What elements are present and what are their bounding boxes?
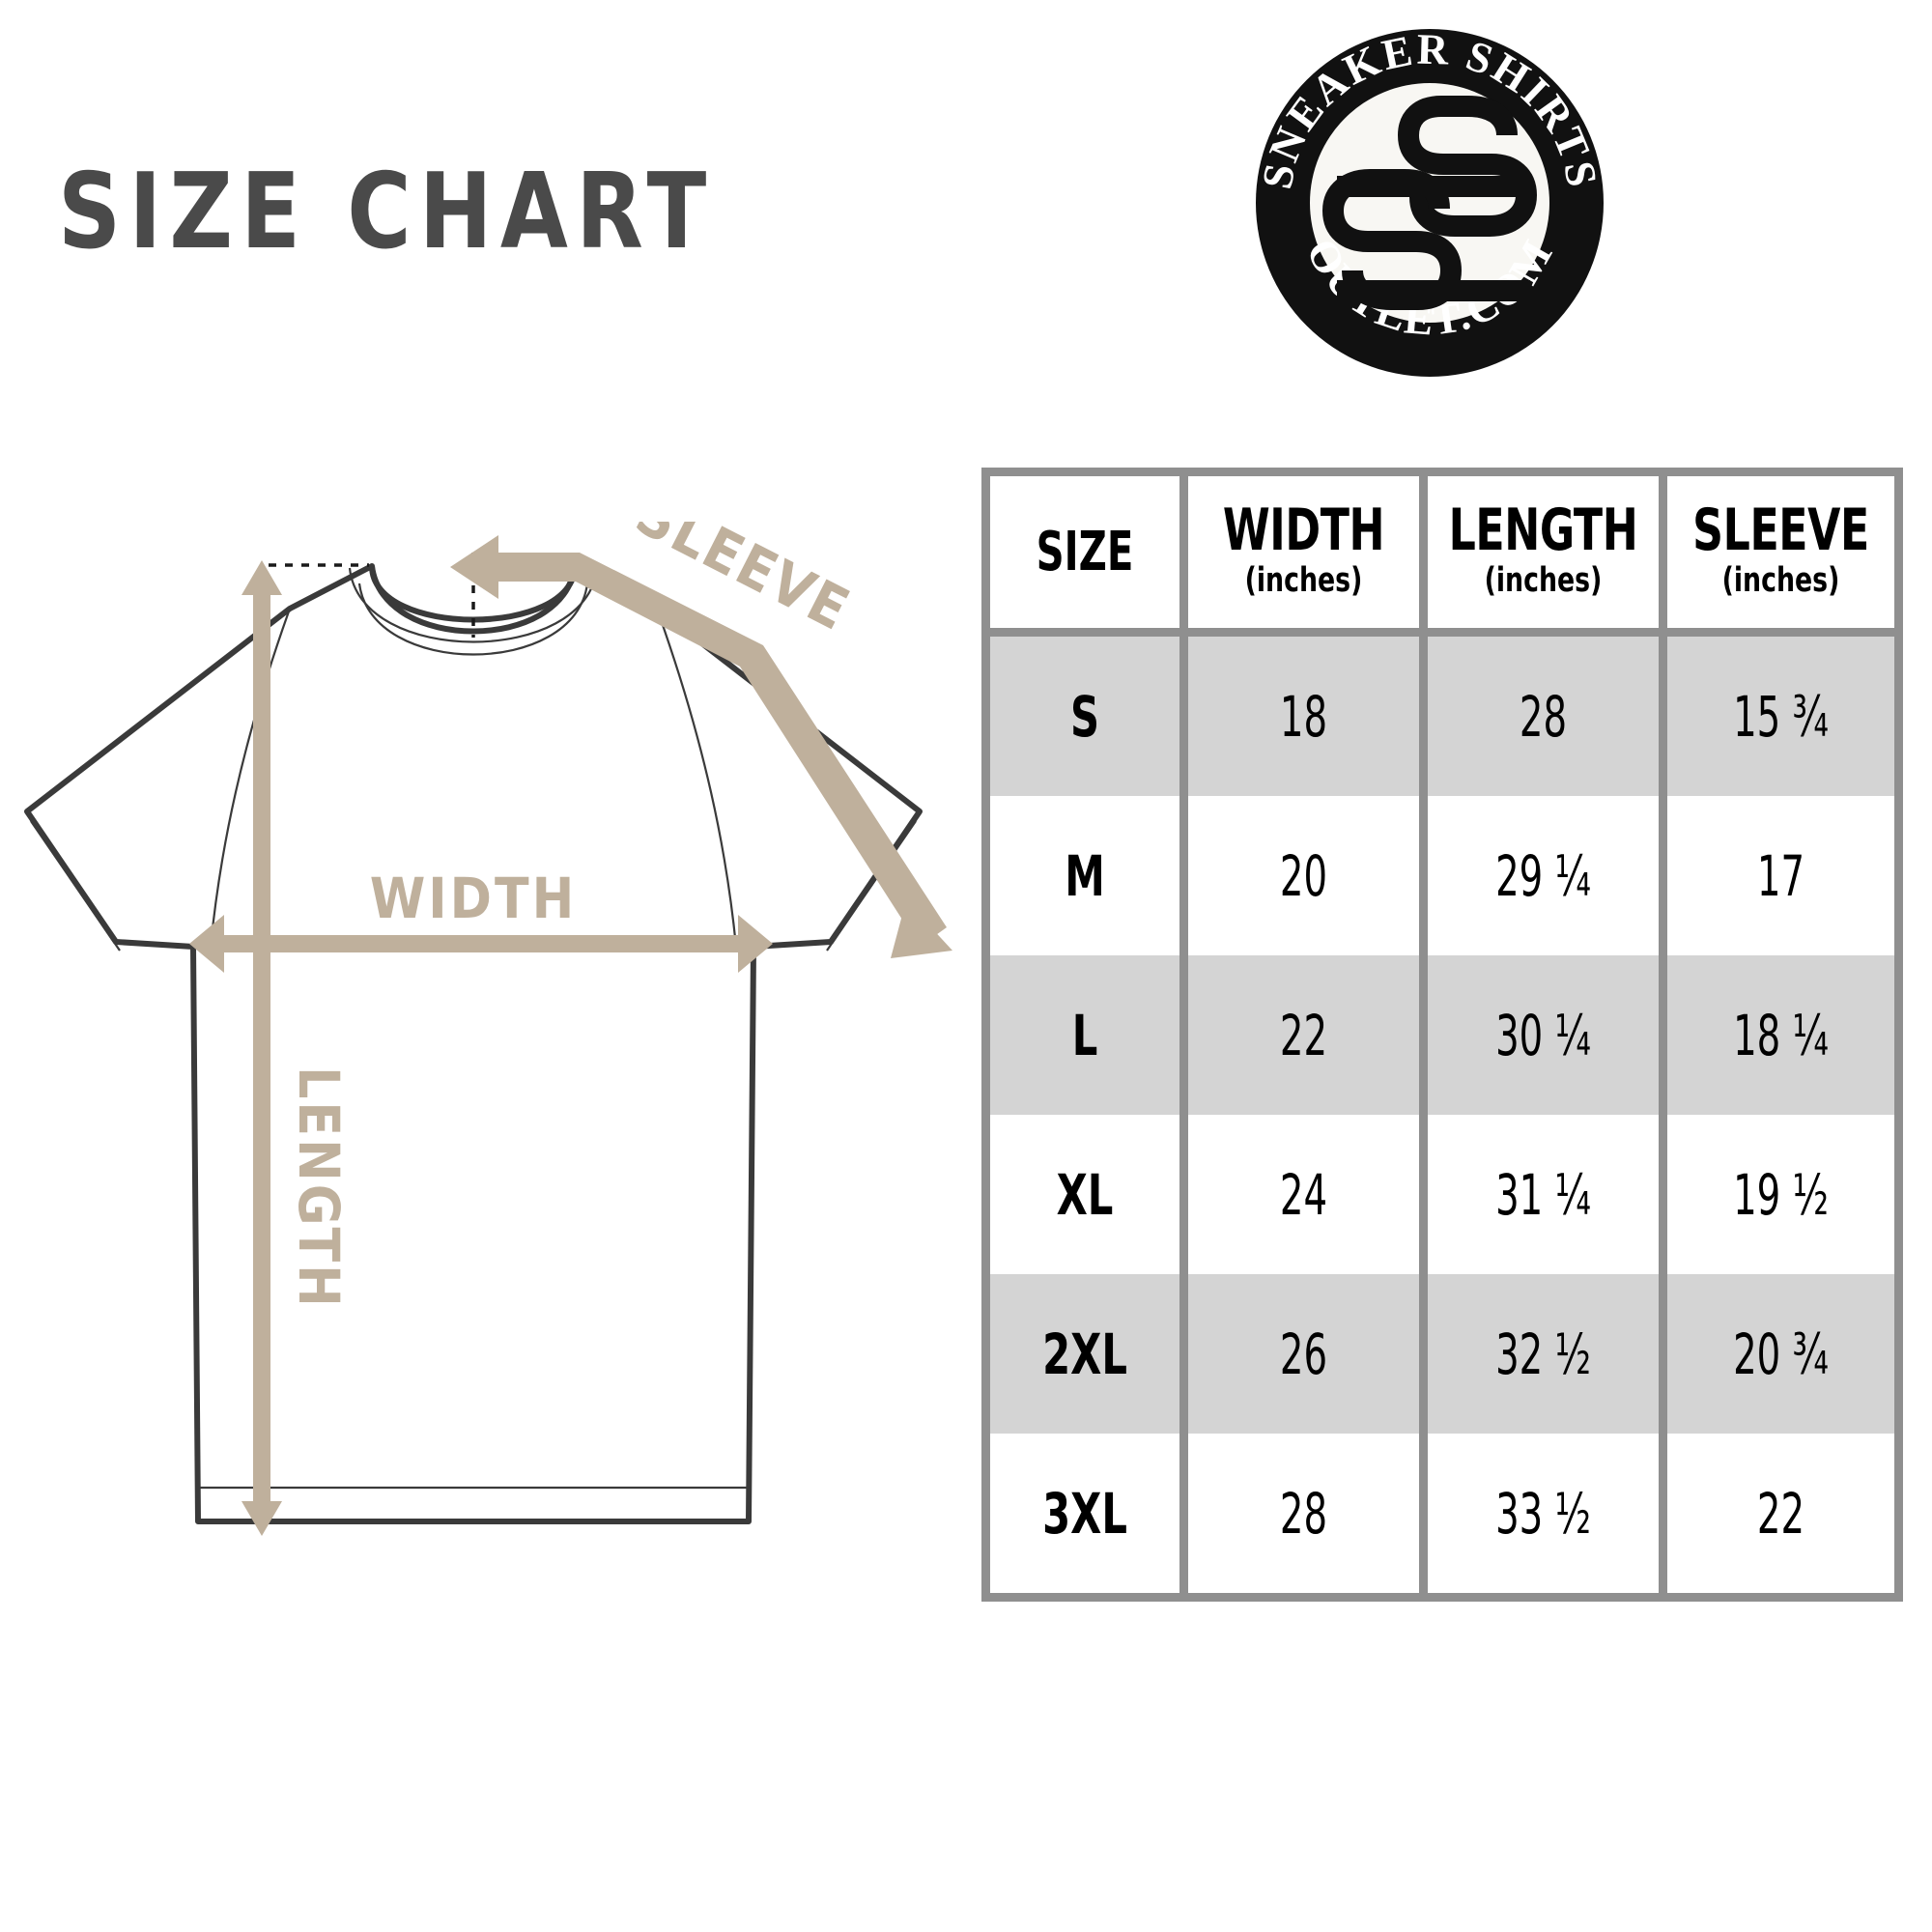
cell-sleeve: 15 ¾ xyxy=(1659,637,1894,796)
tshirt-collar-band-icon xyxy=(369,565,578,635)
cell-length: 32 ½ xyxy=(1419,1274,1659,1434)
cell-size: S xyxy=(990,637,1179,796)
cell-sleeve: 20 ¾ xyxy=(1659,1274,1894,1434)
cell-width: 24 xyxy=(1179,1115,1419,1274)
cell-length: 29 ¼ xyxy=(1419,796,1659,955)
table-row: 2XL 26 32 ½ 20 ¾ xyxy=(990,1274,1894,1434)
table-header-sleeve: SLEEVE (inches) xyxy=(1659,476,1894,637)
table-header-width: WIDTH (inches) xyxy=(1179,476,1419,637)
cell-width: 28 xyxy=(1179,1434,1419,1593)
cell-length: 28 xyxy=(1419,637,1659,796)
table-row: S 18 28 15 ¾ xyxy=(990,637,1894,796)
cell-width: 20 xyxy=(1179,796,1419,955)
sleeve-guide-dots xyxy=(269,553,475,638)
tshirt-diagram: SLEEVE WIDTH LENGTH xyxy=(0,522,966,1584)
table-row: M 20 29 ¼ 17 xyxy=(990,796,1894,955)
length-label: LENGTH xyxy=(286,1066,352,1310)
cell-width: 22 xyxy=(1179,955,1419,1115)
cell-size: 3XL xyxy=(990,1434,1179,1593)
cell-width: 26 xyxy=(1179,1274,1419,1434)
cell-size: M xyxy=(990,796,1179,955)
cell-size: 2XL xyxy=(990,1274,1179,1434)
tshirt-seams-icon xyxy=(30,608,917,1490)
cell-sleeve: 17 xyxy=(1659,796,1894,955)
cell-size: L xyxy=(990,955,1179,1115)
table-header-length: LENGTH (inches) xyxy=(1419,476,1659,637)
size-table: SIZE WIDTH (inches) LENGTH (inches) SLEE… xyxy=(981,468,1903,1602)
length-measure-arrow xyxy=(242,560,282,1536)
cell-length: 31 ¼ xyxy=(1419,1115,1659,1274)
cell-sleeve: 19 ½ xyxy=(1659,1115,1894,1274)
cell-length: 30 ¼ xyxy=(1419,955,1659,1115)
table-row: XL 24 31 ¼ 19 ½ xyxy=(990,1115,1894,1274)
cell-sleeve: 18 ¼ xyxy=(1659,955,1894,1115)
logo-monogram-bars-icon xyxy=(1337,176,1530,301)
sleeve-measure-arrow xyxy=(450,535,952,958)
table-row: 3XL 28 33 ½ 22 xyxy=(990,1434,1894,1593)
width-label: WIDTH xyxy=(370,866,578,931)
cell-width: 18 xyxy=(1179,637,1419,796)
cell-sleeve: 22 xyxy=(1659,1434,1894,1593)
brand-logo: SNEAKER SHIRTS OUTLET.COM xyxy=(1248,21,1611,384)
cell-length: 33 ½ xyxy=(1419,1434,1659,1593)
cell-size: XL xyxy=(990,1115,1179,1274)
tshirt-collar-icon xyxy=(348,567,599,656)
width-measure-arrow xyxy=(189,915,773,973)
table-header-size: SIZE xyxy=(990,476,1179,637)
tshirt-outline-icon xyxy=(24,563,923,1524)
table-row: L 22 30 ¼ 18 ¼ xyxy=(990,955,1894,1115)
table-header-row: SIZE WIDTH (inches) LENGTH (inches) SLEE… xyxy=(990,476,1894,637)
page-title: SIZE CHART xyxy=(58,152,715,272)
